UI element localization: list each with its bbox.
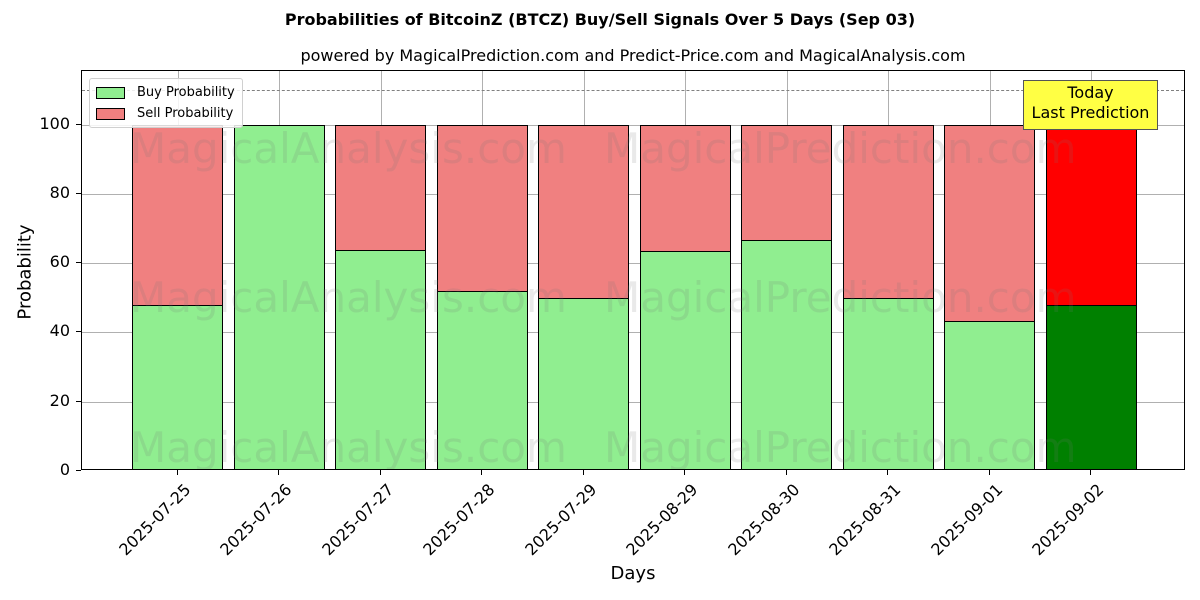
x-tick (582, 470, 584, 475)
bar-sell-2025-07-27 (335, 124, 426, 252)
y-tick (76, 400, 81, 402)
annotation-line-1: Today (1067, 83, 1114, 102)
x-tick-label: 2025-09-02 (1028, 480, 1108, 560)
y-tick-label: 40 (49, 321, 70, 341)
bar-sell-2025-09-01 (944, 124, 1035, 323)
bar-sell-2025-09-02 (1045, 124, 1137, 306)
chart-subtitle: powered by MagicalPrediction.com and Pre… (300, 46, 966, 65)
gridline-y (82, 124, 1184, 126)
buy-swatch (96, 86, 125, 99)
bar-sell-2025-08-31 (842, 124, 934, 299)
y-tick (76, 470, 81, 471)
legend: Buy Probability Sell Probability (89, 78, 243, 128)
x-tick-label: 2025-07-29 (520, 480, 600, 560)
x-tick (684, 470, 685, 475)
x-tick-label: 2025-08-31 (825, 480, 905, 560)
y-tick-label: 60 (49, 252, 70, 272)
legend-label-sell: Sell Probability (137, 106, 234, 121)
bar-sell-2025-07-29 (538, 124, 629, 299)
x-tick (785, 470, 787, 475)
x-tick (1090, 470, 1091, 475)
bar-buy-2025-07-26 (233, 124, 325, 469)
bar-buy-2025-08-30 (741, 240, 832, 469)
x-tick (379, 470, 381, 475)
plot-area: MagicalAnalysis.comMagicalPrediction.com… (81, 70, 1185, 470)
x-tick-label: 2025-09-01 (926, 480, 1006, 560)
gridline-y (82, 332, 1184, 334)
bar-buy-2025-07-27 (335, 250, 426, 469)
y-tick-label: 100 (39, 113, 70, 133)
bar-buy-2025-08-31 (842, 297, 934, 469)
reference-line (82, 90, 1184, 92)
bar-sell-2025-08-29 (639, 124, 731, 253)
bar-buy-2025-07-29 (538, 297, 629, 469)
x-tick-label: 2025-08-30 (723, 480, 803, 560)
y-axis-title: Probability (14, 224, 36, 320)
bar-buy-2025-07-28 (436, 290, 528, 469)
y-tick (76, 262, 81, 264)
bar-sell-2025-07-28 (436, 124, 528, 292)
x-tick (176, 470, 178, 475)
chart-title: Probabilities of BitcoinZ (BTCZ) Buy/Sel… (284, 10, 916, 29)
today-annotation: Today Last Prediction (1023, 80, 1158, 130)
x-tick-label: 2025-07-25 (114, 480, 194, 560)
legend-item-sell: Sell Probability (96, 103, 235, 124)
y-tick-label: 80 (49, 182, 70, 202)
bar-sell-2025-08-30 (741, 124, 832, 242)
y-tick (76, 123, 81, 125)
x-tick-label: 2025-08-29 (622, 480, 702, 560)
y-tick (76, 192, 81, 194)
x-tick-label: 2025-07-27 (317, 480, 397, 560)
x-tick (887, 470, 888, 475)
sell-swatch (96, 107, 125, 120)
annotation-line-2: Last Prediction (1031, 103, 1150, 122)
bar-sell-2025-07-25 (132, 124, 223, 306)
bar-buy-2025-07-25 (132, 304, 223, 469)
x-axis-title: Days (610, 563, 656, 584)
gridline-y (82, 263, 1184, 265)
gridline-y (82, 193, 1184, 195)
x-tick (481, 470, 482, 475)
x-tick-label: 2025-07-28 (419, 480, 499, 560)
x-tick (278, 470, 279, 475)
bar-buy-2025-08-29 (639, 251, 731, 469)
y-tick-label: 20 (49, 390, 70, 410)
y-tick-label: 0 (59, 460, 70, 479)
x-tick-label: 2025-07-26 (216, 480, 296, 560)
x-tick (988, 470, 990, 475)
bar-buy-2025-09-01 (944, 321, 1035, 469)
bar-buy-2025-09-02 (1045, 304, 1137, 469)
legend-label-buy: Buy Probability (137, 85, 235, 100)
gridline-y (82, 401, 1184, 403)
y-tick (76, 331, 81, 333)
legend-item-buy: Buy Probability (96, 82, 235, 103)
